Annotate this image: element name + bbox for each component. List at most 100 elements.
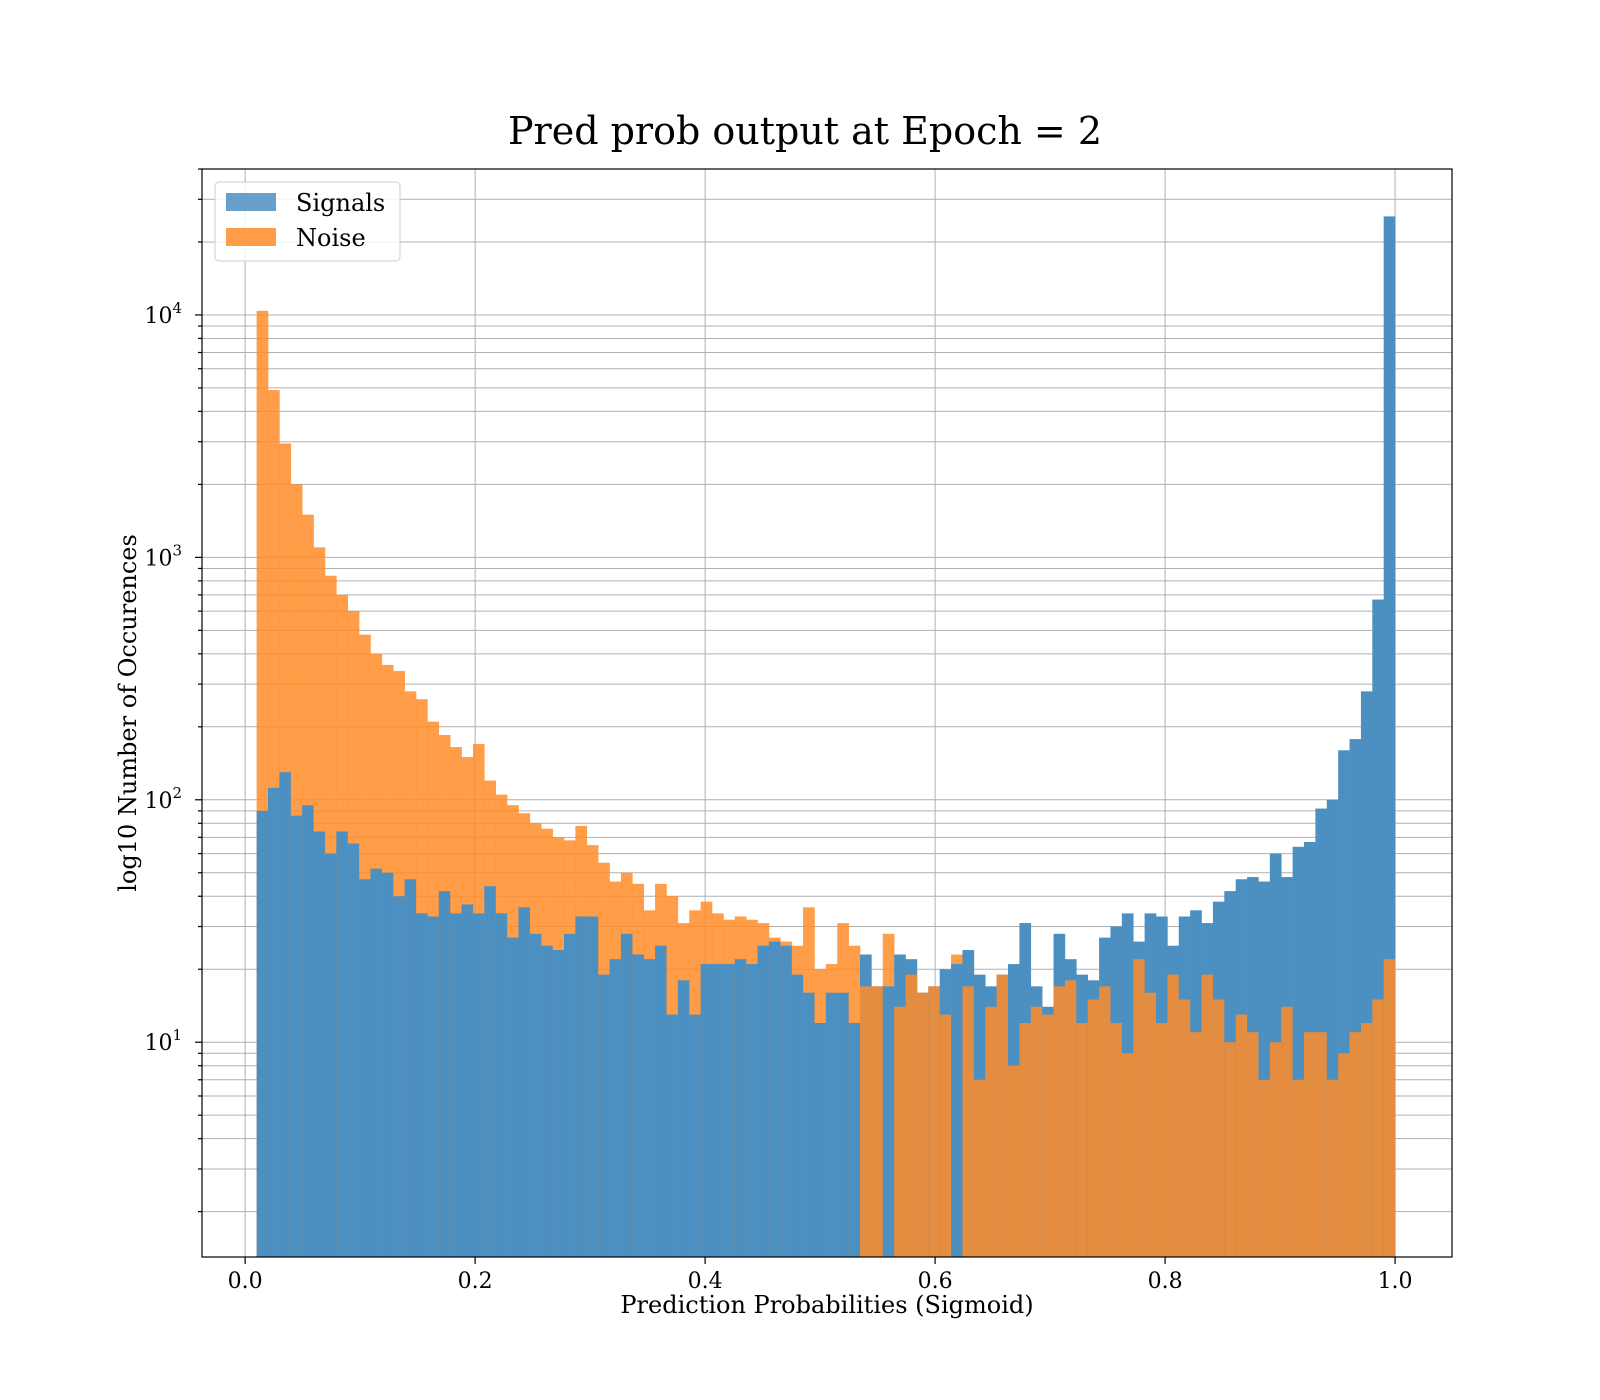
- bar-signals-12: [393, 896, 405, 1257]
- bar-noise-85: [1224, 1042, 1236, 1257]
- bar-signals-98: [1372, 599, 1384, 1257]
- bar-signals-22: [507, 937, 519, 1257]
- bar-noise-93: [1315, 1032, 1328, 1257]
- bar-signals-91: [1292, 846, 1305, 1257]
- bar-noise-62: [962, 986, 975, 1257]
- bar-noise-53: [860, 986, 872, 1257]
- bar-noise-67: [1019, 1023, 1032, 1257]
- bar-signals-4: [302, 805, 314, 1257]
- bar-signals-36: [666, 1014, 679, 1257]
- bar-noise-89: [1269, 1042, 1282, 1257]
- bar-signals-2: [279, 772, 292, 1257]
- histogram-bars: [256, 216, 1396, 1258]
- bar-noise-60: [939, 1014, 952, 1257]
- bar-noise-63: [973, 1079, 986, 1257]
- y-tick-label: 104: [144, 299, 182, 329]
- bar-noise-58: [916, 992, 929, 1257]
- bar-noise-0: [256, 310, 269, 1258]
- bar-signals-48: [803, 992, 815, 1257]
- y-axis-ticks: 101 102 103 104: [144, 168, 202, 1213]
- bar-signals-47: [791, 974, 804, 1257]
- bar-signals-31: [609, 959, 622, 1257]
- bar-noise-84: [1212, 999, 1225, 1257]
- bar-noise-81: [1178, 999, 1191, 1257]
- bar-signals-55: [882, 986, 895, 1257]
- bar-signals-13: [404, 879, 417, 1257]
- bar-signals-35: [655, 945, 667, 1257]
- x-tick-label: 0.6: [918, 1269, 953, 1294]
- bar-noise-56: [894, 1006, 906, 1257]
- bar-signals-96: [1349, 739, 1362, 1257]
- bar-signals-61: [951, 964, 963, 1257]
- bar-noise-98: [1372, 999, 1384, 1257]
- bar-signals-94: [1326, 799, 1339, 1257]
- legend-label-noise: Noise: [296, 224, 366, 252]
- bar-noise-95: [1338, 1053, 1350, 1257]
- bar-signals-40: [712, 964, 724, 1257]
- x-tick-label: 0.2: [458, 1269, 493, 1294]
- bar-signals-6: [324, 853, 337, 1257]
- chart-title: Pred prob output at Epoch = 2: [508, 109, 1102, 153]
- bar-signals-42: [734, 959, 747, 1257]
- bar-noise-80: [1167, 974, 1180, 1257]
- bar-noise-82: [1190, 1032, 1202, 1257]
- bar-signals-95: [1338, 750, 1350, 1257]
- bar-signals-30: [598, 974, 610, 1257]
- bar-noise-64: [985, 1006, 997, 1257]
- bar-signals-46: [780, 945, 792, 1257]
- bar-signals-27: [564, 933, 576, 1257]
- x-tick-label: 1.0: [1378, 1269, 1413, 1294]
- plot-frame: [201, 168, 1453, 1258]
- bar-signals-23: [518, 907, 531, 1257]
- bar-noise-87: [1247, 1032, 1259, 1257]
- bar-noise-91: [1292, 1079, 1305, 1257]
- bar-noise-68: [1030, 1006, 1043, 1257]
- bar-noise-73: [1087, 999, 1100, 1257]
- bar-signals-49: [814, 1023, 827, 1257]
- legend-swatch-noise: [226, 228, 276, 246]
- bar-signals-99: [1383, 216, 1396, 1258]
- bar-signals-0: [256, 810, 269, 1257]
- y-tick-label: 101: [144, 1026, 182, 1056]
- bar-signals-17: [450, 913, 462, 1257]
- bar-signals-19: [472, 913, 485, 1257]
- bar-signals-10: [370, 868, 383, 1257]
- bar-signals-25: [541, 945, 553, 1257]
- x-axis-label: Prediction Probabilities (Sigmoid): [620, 1291, 1033, 1319]
- bar-signals-45: [768, 941, 781, 1257]
- bar-noise-59: [928, 986, 940, 1257]
- y-tick-label: 102: [144, 784, 182, 814]
- bar-signals-11: [381, 872, 394, 1257]
- x-tick-label: 0.4: [688, 1269, 723, 1294]
- bar-signals-41: [723, 964, 736, 1257]
- bar-noise-77: [1133, 959, 1145, 1257]
- bar-noise-69: [1042, 1014, 1054, 1257]
- bar-signals-24: [529, 933, 542, 1257]
- bar-signals-1: [268, 787, 280, 1257]
- bar-signals-8: [347, 843, 360, 1257]
- bar-signals-21: [495, 913, 508, 1257]
- bar-noise-70: [1053, 986, 1066, 1257]
- bar-signals-18: [461, 904, 474, 1257]
- bar-noise-75: [1110, 1023, 1123, 1257]
- bar-signals-15: [427, 916, 440, 1257]
- bar-signals-28: [575, 916, 588, 1257]
- bar-noise-74: [1099, 986, 1111, 1257]
- bar-noise-94: [1326, 1079, 1339, 1257]
- bar-noise-54: [871, 986, 884, 1257]
- bar-signals-50: [825, 992, 838, 1257]
- bar-noise-76: [1121, 1053, 1134, 1257]
- bar-noise-83: [1201, 974, 1214, 1257]
- y-tick-label: 103: [144, 541, 182, 571]
- legend-label-signals: Signals: [296, 189, 385, 217]
- bar-signals-7: [336, 831, 348, 1257]
- bar-signals-37: [677, 980, 690, 1257]
- bar-signals-29: [586, 916, 599, 1257]
- x-tick-label: 0.8: [1148, 1269, 1183, 1294]
- bar-noise-79: [1156, 1023, 1168, 1257]
- bar-noise-99: [1383, 959, 1396, 1257]
- bar-noise-86: [1235, 1014, 1248, 1257]
- x-axis-ticks: 0.0 0.2 0.4 0.6 0.8 1.0: [228, 1257, 1413, 1294]
- bar-noise-71: [1064, 980, 1077, 1257]
- bar-signals-38: [689, 1014, 701, 1257]
